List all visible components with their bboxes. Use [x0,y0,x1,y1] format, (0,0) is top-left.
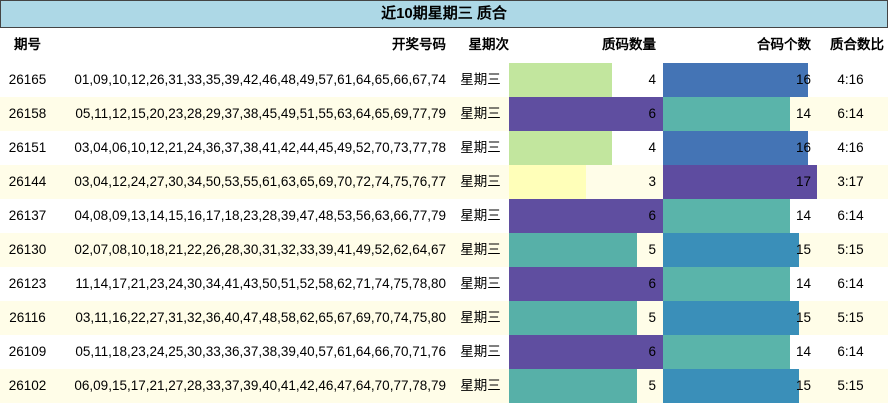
composite-count: 15 [795,378,811,393]
weekday: 星期三 [460,106,501,121]
composite-bar [663,267,790,301]
prime-count: 5 [648,378,656,393]
composite-bar [663,301,799,335]
composite-bar [663,97,790,131]
composite-bar [663,131,808,165]
draw-numbers: 05,11,12,15,20,23,28,29,37,38,45,49,51,5… [75,106,446,121]
table-row: 26144 03,04,12,24,27,30,34,50,53,55,61,63… [0,165,888,199]
composite-count: 14 [795,208,811,223]
ratio: 3:17 [837,174,864,189]
header-row: 期号 开奖号码 星期次 质码数量 合码个数 质合数比 [0,28,888,62]
composite-count: 16 [795,72,811,87]
prime-bar [509,131,612,165]
column-header: 质合数比 [830,37,884,52]
ratio: 6:14 [837,106,864,121]
composite-count: 15 [795,242,811,257]
composite-count: 15 [795,310,811,325]
draw-numbers: 03,11,16,22,27,31,32,36,40,47,48,58,62,6… [75,310,446,325]
draw-numbers: 02,07,08,10,18,21,22,26,28,30,31,32,33,3… [74,242,446,257]
issue-number: 26137 [8,208,47,223]
composite-count: 14 [795,344,811,359]
column-header: 质码数量 [602,37,656,52]
ratio: 4:16 [837,72,864,87]
issue-number: 26144 [8,174,47,189]
prime-count: 4 [648,140,656,155]
column-header: 星期次 [468,37,510,52]
prime-count: 4 [648,72,656,87]
issue-number: 26151 [8,140,47,155]
prime-bar [509,165,586,199]
draw-numbers: 11,14,17,21,23,24,30,34,41,43,50,51,52,5… [75,276,446,291]
table-row: 26165 01,09,10,12,26,31,33,35,39,42,46,48… [0,63,888,97]
draw-numbers: 04,08,09,13,14,15,16,17,18,23,28,39,47,4… [74,208,446,223]
weekday: 星期三 [460,208,501,223]
composite-count: 14 [795,106,811,121]
ratio: 6:14 [837,276,864,291]
draw-numbers: 03,04,12,24,27,30,34,50,53,55,61,63,65,6… [74,174,446,189]
issue-number: 26158 [8,106,47,121]
prime-count: 6 [648,208,656,223]
table-row: 26109 05,11,18,23,24,25,30,33,36,37,38,39… [0,335,888,369]
issue-number: 26102 [8,378,47,393]
composite-bar [663,63,808,97]
prime-bar [509,233,638,267]
prime-bar [509,301,638,335]
column-header: 合码个数 [757,37,811,52]
draw-numbers: 03,04,06,10,12,21,24,36,37,38,41,42,44,4… [74,140,446,155]
table-row: 26116 03,11,16,22,27,31,32,36,40,47,48,58… [0,301,888,335]
ratio: 5:15 [837,378,864,393]
issue-number: 26116 [9,310,46,325]
ratio: 6:14 [837,208,864,223]
ratio: 6:14 [837,344,864,359]
prime-bar [509,267,663,301]
draw-numbers: 01,09,10,12,26,31,33,35,39,42,46,48,49,5… [74,72,446,87]
prime-count: 5 [648,242,656,257]
table-title: 近10期星期三 质合 [0,0,888,28]
table-row: 26130 02,07,08,10,18,21,22,26,28,30,31,32… [0,233,888,267]
prime-count: 5 [648,310,656,325]
table-row: 26102 06,09,15,17,21,27,28,33,37,39,40,41… [0,369,888,403]
weekday: 星期三 [460,344,501,359]
composite-count: 16 [795,140,811,155]
prime-bar [509,199,663,233]
issue-number: 26123 [8,276,47,291]
prime-count: 6 [648,276,656,291]
table-row: 26137 04,08,09,13,14,15,16,17,18,23,28,39… [0,199,888,233]
prime-bar [509,63,612,97]
prime-count: 6 [648,106,656,121]
composite-count: 14 [795,276,811,291]
ratio: 4:16 [837,140,864,155]
composite-count: 17 [795,174,811,189]
issue-number: 26130 [8,242,47,257]
ratio: 5:15 [837,310,864,325]
weekday: 星期三 [460,72,501,87]
column-header: 开奖号码 [392,37,446,52]
weekday: 星期三 [460,242,501,257]
weekday: 星期三 [460,310,501,325]
prime-bar [509,335,663,369]
composite-bar [663,335,790,369]
draw-numbers: 05,11,18,23,24,25,30,33,36,37,38,39,40,5… [75,344,446,359]
prime-bar [509,369,638,403]
composite-bar [663,199,790,233]
composite-bar [663,369,799,403]
weekday: 星期三 [460,140,501,155]
draw-numbers: 06,09,15,17,21,27,28,33,37,39,40,41,42,4… [74,378,446,393]
prime-bar [509,97,663,131]
prime-count: 3 [648,174,656,189]
column-header: 期号 [14,37,41,52]
issue-number: 26165 [8,72,47,87]
table-row: 26123 11,14,17,21,23,24,30,34,41,43,50,51… [0,267,888,301]
weekday: 星期三 [460,276,501,291]
prime-count: 6 [648,344,656,359]
composite-bar [663,165,817,199]
composite-bar [663,233,799,267]
table-row: 26158 05,11,12,15,20,23,28,29,37,38,45,49… [0,97,888,131]
issue-number: 26109 [8,344,47,359]
table-row: 26151 03,04,06,10,12,21,24,36,37,38,41,42… [0,131,888,165]
weekday: 星期三 [460,378,501,393]
weekday: 星期三 [460,174,501,189]
ratio: 5:15 [837,242,864,257]
